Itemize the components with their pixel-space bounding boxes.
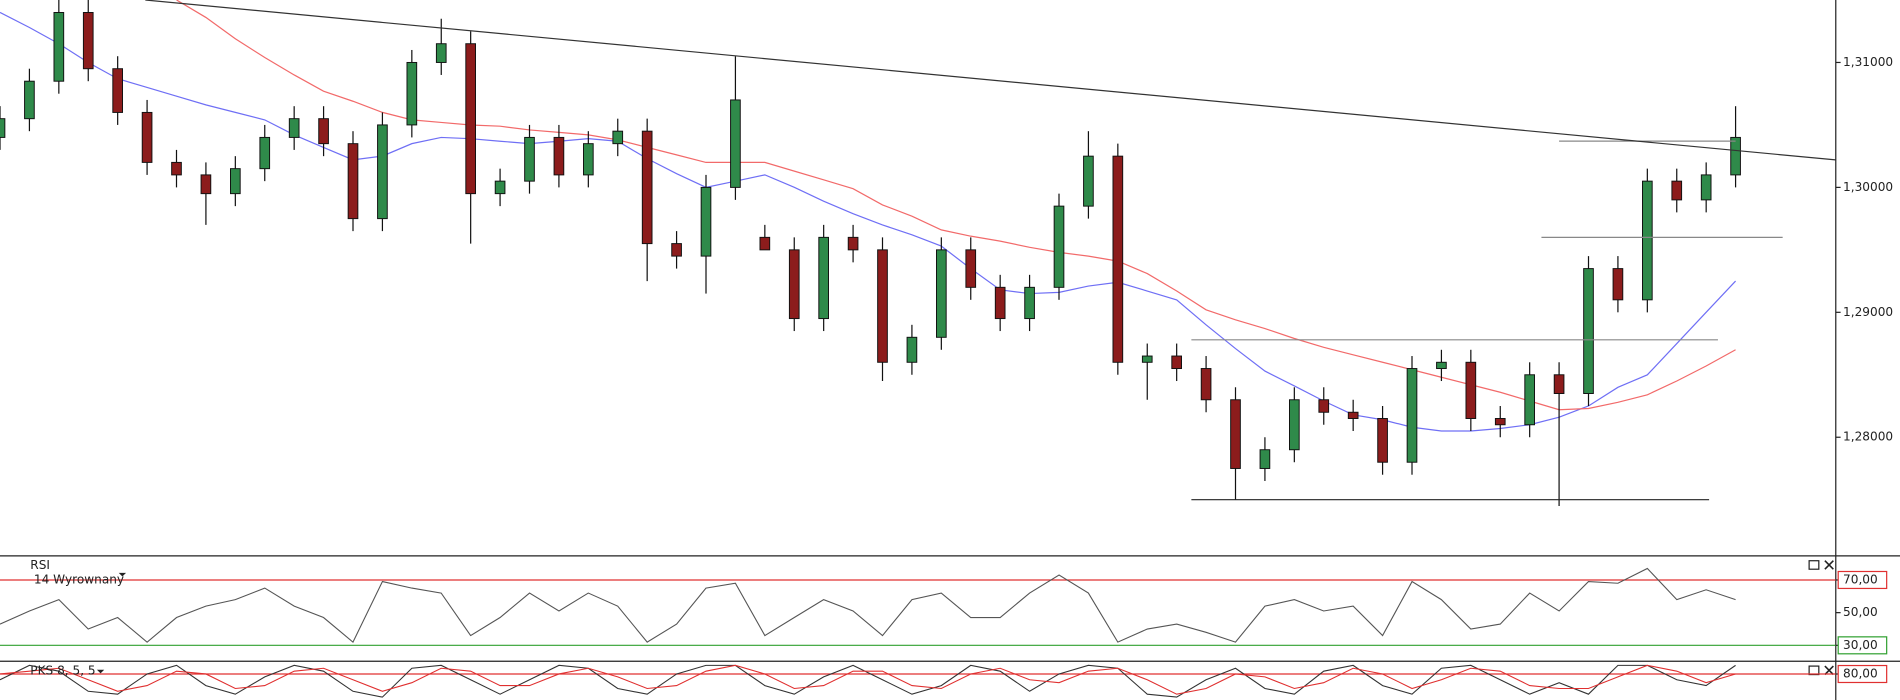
dropdown-arrow[interactable] [118,572,127,577]
candle-body [1141,355,1153,363]
candle-body [1612,268,1624,301]
candle-body [24,80,35,120]
candle-body [877,249,888,363]
candle-body [1671,180,1683,201]
candle-body [612,130,624,145]
candle-body [1553,374,1565,395]
candle-body [171,161,182,176]
panel [0,567,1836,646]
candle-body [936,249,947,338]
candle-body [288,118,300,138]
candle-body [1083,155,1094,207]
tick-label-box [1837,570,1888,590]
candle-body [1377,418,1388,463]
candle-body [1583,268,1594,395]
panel [0,664,1836,698]
candle-body [641,130,653,245]
candle-body [318,118,329,145]
candle-body [847,236,859,251]
candle-body [200,174,212,195]
close-button[interactable] [1824,560,1834,570]
candle-body [818,236,829,320]
trendline [145,0,1836,161]
candle-body [1289,399,1300,451]
candle-body [1259,449,1271,469]
candle-body [788,249,800,320]
series-line [0,664,1736,698]
candle-body [906,336,918,363]
dropdown-arrow[interactable] [96,669,105,674]
candle-body [1318,399,1330,413]
maximize-button[interactable] [1808,560,1820,570]
tick-label-box [1837,664,1888,684]
candle-body [553,136,565,176]
candle-body [435,43,447,63]
series-line [0,567,1736,643]
candle-body [1524,374,1536,426]
candle-body [1730,136,1741,176]
candle-body [1112,155,1124,363]
candle-body [230,168,241,195]
candle-body [1465,361,1477,419]
candle-body [377,124,388,220]
panel-buttons [1808,560,1834,676]
candle-body [347,143,359,220]
candle-body [465,43,476,195]
y-tick-label: 1,30000 [1843,180,1893,194]
candle-body [759,236,771,251]
candle-body [494,180,506,195]
candle-body [1230,399,1241,469]
candle-body [1700,174,1712,201]
panel-subtitle: 14 Wyrownany [34,573,124,587]
maximize-button[interactable] [1808,665,1820,676]
candle-body [524,136,535,182]
candle-body [730,99,741,188]
candle-body [671,243,682,257]
candle-body [1347,411,1359,419]
candle-body [0,118,6,138]
candle-body [141,111,153,163]
y-tick-label: 30,00 [1843,638,1878,652]
panel-title: PKS 8, 5, 5 [30,663,95,677]
candle-body [1200,368,1212,401]
y-tick-label: 1,28000 [1843,430,1893,444]
candle-body [700,186,712,257]
candle-body [259,136,271,170]
candle-body [1642,180,1653,301]
tick-label-box [1837,636,1888,655]
candle-body [1436,361,1447,370]
candle-body [965,249,977,288]
candle-body [82,12,94,70]
y-tick-label: 1,29000 [1843,305,1893,319]
candle-body [112,68,123,113]
panel [0,0,1783,506]
candle-body [53,12,65,82]
candle-body [1406,368,1418,463]
candle-body [1494,418,1506,426]
series-line [176,0,1736,411]
candle-body [406,61,418,126]
panel-title: RSI [30,558,50,572]
y-tick-label: 1,31000 [1843,55,1893,69]
candle-body [1171,355,1183,370]
y-tick-label: 50,00 [1843,605,1878,619]
series-line [0,664,1736,695]
candle-body [1053,205,1065,288]
candle-body [583,143,594,176]
y-tick-label: 80,00 [1843,667,1878,681]
candle-body [1024,286,1035,320]
y-tick-label: 70,00 [1843,572,1878,586]
close-button[interactable] [1824,665,1834,676]
candle-body [994,286,1006,320]
